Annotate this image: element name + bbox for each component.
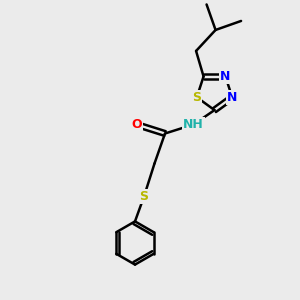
Text: S: S bbox=[140, 190, 148, 203]
Text: NH: NH bbox=[183, 118, 204, 131]
Text: N: N bbox=[227, 91, 237, 104]
Text: N: N bbox=[220, 70, 231, 83]
Text: S: S bbox=[192, 91, 201, 104]
Text: O: O bbox=[131, 118, 142, 131]
